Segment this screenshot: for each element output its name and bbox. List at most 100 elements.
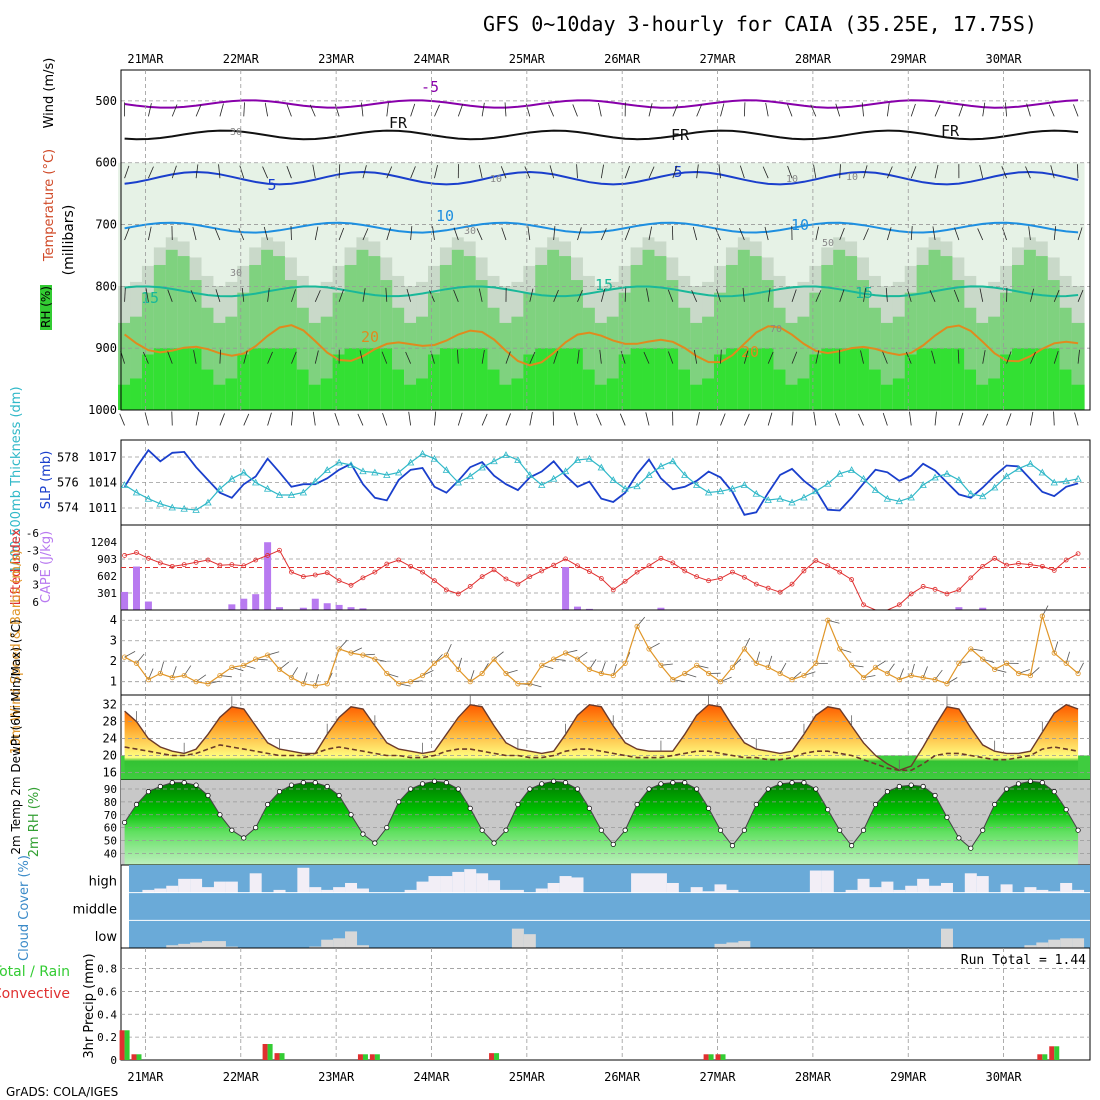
wind-speed-point bbox=[1063, 660, 1069, 666]
wind-barb bbox=[385, 287, 388, 302]
rh-point bbox=[610, 841, 616, 847]
wind-speed-point bbox=[729, 664, 736, 670]
wind-barb bbox=[648, 103, 653, 117]
rh-point bbox=[1063, 807, 1069, 813]
rh-shade-90 bbox=[1035, 348, 1049, 410]
cloud-high-bar bbox=[1060, 882, 1073, 893]
panel-frame bbox=[120, 947, 1091, 1061]
rh-shade-30 bbox=[761, 162, 775, 258]
rh-point bbox=[193, 782, 199, 788]
rh-shade-90 bbox=[463, 348, 477, 410]
wind-barb bbox=[624, 227, 631, 241]
rh-point bbox=[872, 801, 879, 808]
wind-barb bbox=[405, 351, 411, 364]
li-point bbox=[634, 569, 640, 575]
wind-speed-point bbox=[741, 646, 747, 652]
rh-point bbox=[348, 812, 354, 818]
wind-barb bbox=[598, 102, 602, 117]
chart-title: GFS 0~10day 3-hourly for CAIA (35.25E, 1… bbox=[483, 12, 1037, 36]
thickness-point bbox=[943, 469, 951, 477]
cloud-high-bar bbox=[464, 869, 477, 893]
cloud-low-bar bbox=[309, 946, 322, 948]
wind-barb bbox=[145, 288, 149, 302]
li-point bbox=[730, 569, 735, 575]
wind-barb bbox=[1073, 104, 1079, 117]
y-tick-label: 0.4 bbox=[97, 1008, 117, 1021]
wind-barb bbox=[243, 413, 250, 426]
li-point bbox=[539, 568, 545, 574]
wind-speed-point bbox=[801, 672, 807, 679]
y-tick-label-left: 6 bbox=[32, 596, 39, 609]
li-point bbox=[551, 562, 557, 568]
rh-shade-30 bbox=[642, 162, 656, 238]
wind-barb bbox=[338, 289, 344, 302]
wind-barb bbox=[600, 228, 607, 241]
wind-barb bbox=[142, 351, 149, 364]
rh-shade-90 bbox=[356, 348, 370, 410]
li-point bbox=[205, 557, 211, 563]
wind-barb bbox=[362, 228, 369, 241]
wind-barb bbox=[1030, 411, 1034, 426]
li-point bbox=[718, 576, 723, 581]
li-point bbox=[861, 602, 866, 608]
rh-point bbox=[956, 835, 962, 841]
rh-shade-30 bbox=[1000, 162, 1014, 266]
wind-speed-point bbox=[229, 664, 235, 670]
cloud-low-bar bbox=[356, 945, 369, 948]
wind-barb bbox=[309, 104, 316, 117]
y-tick-label: 900 bbox=[95, 341, 117, 355]
wind-speed-point bbox=[515, 681, 521, 687]
li-point bbox=[980, 563, 986, 569]
wind-barb bbox=[934, 104, 941, 117]
rh-shade-90 bbox=[618, 354, 632, 410]
wind-speed-point bbox=[300, 681, 306, 687]
thickness-point bbox=[192, 506, 200, 513]
thickness-point bbox=[311, 477, 319, 485]
thickness-point bbox=[645, 471, 653, 478]
rh-point bbox=[253, 825, 259, 831]
thickness-point bbox=[383, 471, 391, 478]
thickness-point bbox=[526, 471, 534, 478]
wind-speed-point bbox=[133, 660, 140, 666]
rh-shade-90 bbox=[499, 384, 513, 410]
wind-barb bbox=[885, 287, 888, 302]
wind-barb bbox=[645, 412, 650, 426]
wind-speed-point bbox=[253, 656, 259, 662]
rh-point bbox=[789, 780, 795, 786]
cloud-high-bar bbox=[309, 887, 322, 893]
li-point bbox=[277, 547, 282, 553]
cloud-high-bar bbox=[905, 885, 918, 893]
wind-barb bbox=[312, 164, 316, 179]
wind-barb bbox=[787, 165, 793, 179]
thickness-point bbox=[621, 484, 629, 492]
wind-barb bbox=[646, 288, 650, 302]
rh-shade-90 bbox=[201, 369, 215, 410]
rh-shade-90 bbox=[845, 348, 859, 410]
wind-barb bbox=[743, 102, 746, 117]
rh-contour-label: 30 bbox=[230, 268, 242, 279]
li-point bbox=[432, 578, 437, 584]
wind-barb bbox=[1053, 226, 1057, 241]
x-tick-label: 27MAR bbox=[699, 1070, 736, 1084]
wind-speed-point bbox=[1027, 672, 1034, 679]
wind-barb bbox=[527, 226, 531, 241]
rh-shade-30 bbox=[892, 162, 906, 282]
rh-shade-90 bbox=[892, 378, 906, 410]
rh-area bbox=[124, 781, 1079, 865]
wind-barb bbox=[762, 166, 769, 179]
li-point bbox=[753, 581, 759, 587]
wind-barb bbox=[692, 226, 698, 241]
wind-barb bbox=[619, 413, 626, 426]
wind-barb bbox=[577, 289, 583, 302]
wind-speed-point bbox=[372, 656, 378, 662]
rh-point bbox=[443, 780, 449, 786]
wind-barb bbox=[835, 103, 841, 117]
rh-shade-90 bbox=[630, 348, 644, 410]
wind-barb bbox=[834, 413, 841, 426]
rh-shade-30 bbox=[821, 162, 835, 248]
wind-speed-point bbox=[968, 646, 974, 652]
rh-point bbox=[276, 789, 283, 795]
cloud-high-bar bbox=[917, 878, 930, 893]
rh-point bbox=[980, 827, 986, 833]
li-point bbox=[289, 569, 294, 575]
